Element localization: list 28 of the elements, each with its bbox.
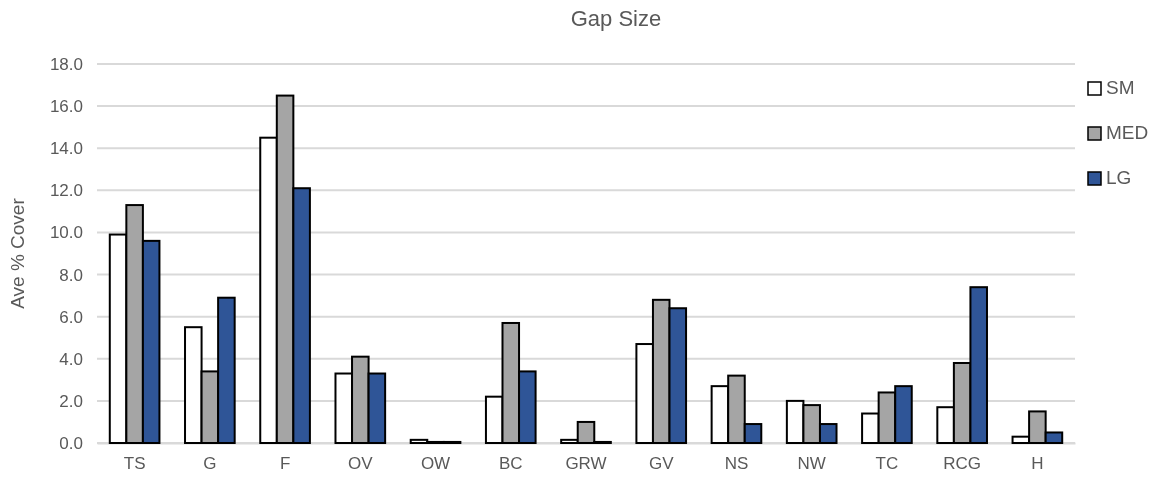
y-tick-label: 2.0 <box>59 391 83 411</box>
y-tick-label: 14.0 <box>49 139 83 159</box>
y-tick-label: 12.0 <box>49 181 83 201</box>
x-tick-label: GV <box>648 454 675 474</box>
x-tick-label: GRW <box>565 454 607 474</box>
x-tick-label: NW <box>797 454 826 474</box>
x-tick-label: OV <box>348 454 374 474</box>
x-tick-label: NS <box>724 454 749 474</box>
x-tick-label: TS <box>123 454 146 474</box>
x-tick-label: BC <box>498 454 523 474</box>
y-tick-label: 16.0 <box>49 97 83 117</box>
x-tick-label: F <box>279 454 291 474</box>
y-tick-label: 6.0 <box>59 307 83 327</box>
legend-label: MED <box>1106 122 1149 143</box>
x-tick-label: G <box>203 454 217 474</box>
y-axis-title: Ave % Cover <box>7 197 28 309</box>
y-tick-label: 8.0 <box>59 265 83 285</box>
y-tick-label: 18.0 <box>49 54 83 74</box>
legend-label: LG <box>1106 167 1132 188</box>
y-tick-label: 0.0 <box>59 433 83 453</box>
x-tick-label: TC <box>875 454 899 474</box>
x-tick-label: OW <box>420 454 451 474</box>
y-tick-label: 4.0 <box>59 349 83 369</box>
x-tick-label: H <box>1031 454 1044 474</box>
x-tick-label: RCG <box>943 454 982 474</box>
legend-label: SM <box>1106 77 1135 98</box>
y-tick-label: 10.0 <box>49 223 83 243</box>
chart-title: Gap Size <box>570 6 662 31</box>
